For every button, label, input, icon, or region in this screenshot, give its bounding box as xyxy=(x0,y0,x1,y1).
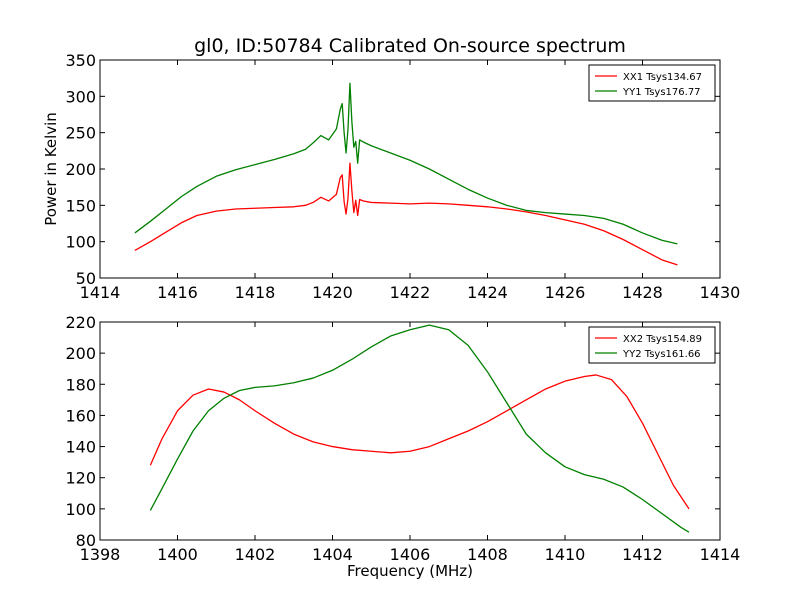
x-tick-label: 1426 xyxy=(545,283,586,302)
x-tick-label: 1428 xyxy=(622,283,663,302)
series-layer xyxy=(134,82,678,266)
y-tick-label: 150 xyxy=(65,196,96,215)
y-tick-label: 350 xyxy=(65,51,96,70)
y-tick-label: 80 xyxy=(76,531,96,550)
legend-label: XX2 Tsys154.89 xyxy=(623,334,702,345)
legend: XX1 Tsys134.67 YY1 Tsys176.77 xyxy=(588,64,716,102)
bottom-spectrum-plot: Frequency (MHz) 1398 1400 1402 1404 1406 1408… xyxy=(65,313,740,580)
plot-frame xyxy=(99,321,721,541)
x-tick-label: 1430 xyxy=(700,283,741,302)
legend-box xyxy=(588,326,716,364)
x-tick-label: 1424 xyxy=(467,283,508,302)
x-tick-label: 1398 xyxy=(80,545,121,564)
y-tick-label: 200 xyxy=(65,160,96,179)
x-tick-label: 1406 xyxy=(390,545,431,564)
legend-label: XX1 Tsys134.67 xyxy=(623,72,702,83)
x-tick-label: 1414 xyxy=(80,283,121,302)
y-tick-label: 200 xyxy=(65,344,96,363)
x-tick-label: 1412 xyxy=(622,545,663,564)
series-line-xx1 xyxy=(134,162,678,266)
x-tick-label: 1410 xyxy=(545,545,586,564)
y-tick-label: 120 xyxy=(65,469,96,488)
series-line-yy2 xyxy=(149,324,690,533)
legend: XX2 Tsys154.89 YY2 Tsys161.66 xyxy=(588,326,716,364)
tick-layer: 1414 1416 1418 1420 1422 1424 1426 1428 1430 50 10… xyxy=(65,51,740,302)
series-layer xyxy=(149,324,690,533)
x-tick-label: 1416 xyxy=(157,283,198,302)
x-tick-label: 1404 xyxy=(312,545,353,564)
y-tick-label: 100 xyxy=(65,233,96,252)
tick-layer: 1398 1400 1402 1404 1406 1408 1410 1412 1414 80 10… xyxy=(65,313,740,564)
series-line-yy1 xyxy=(134,82,678,245)
y-tick-label: 100 xyxy=(65,500,96,519)
top-spectrum-plot: gl0, ID:50784 Calibrated On-source spect… xyxy=(42,35,740,302)
x-axis-label: Frequency (MHz) xyxy=(347,562,473,580)
legend-label: YY2 Tsys161.66 xyxy=(622,349,701,360)
x-tick-label: 1418 xyxy=(235,283,276,302)
y-tick-label: 160 xyxy=(65,406,96,425)
y-axis-label: Power in Kelvin xyxy=(42,112,60,226)
legend-label: YY1 Tsys176.77 xyxy=(622,87,701,98)
series-line-xx2 xyxy=(149,374,690,510)
y-tick-label: 180 xyxy=(65,375,96,394)
y-tick-label: 220 xyxy=(65,313,96,332)
plot-frame xyxy=(99,59,721,279)
x-tick-label: 1400 xyxy=(157,545,198,564)
y-tick-label: 50 xyxy=(76,269,96,288)
x-tick-label: 1420 xyxy=(312,283,353,302)
y-tick-label: 300 xyxy=(65,87,96,106)
chart-title: gl0, ID:50784 Calibrated On-source spect… xyxy=(194,35,626,57)
x-tick-label: 1402 xyxy=(235,545,276,564)
y-tick-label: 140 xyxy=(65,438,96,457)
x-tick-label: 1408 xyxy=(467,545,508,564)
legend-box xyxy=(588,64,716,102)
y-tick-label: 250 xyxy=(65,124,96,143)
x-tick-label: 1422 xyxy=(390,283,431,302)
x-tick-label: 1414 xyxy=(700,545,741,564)
